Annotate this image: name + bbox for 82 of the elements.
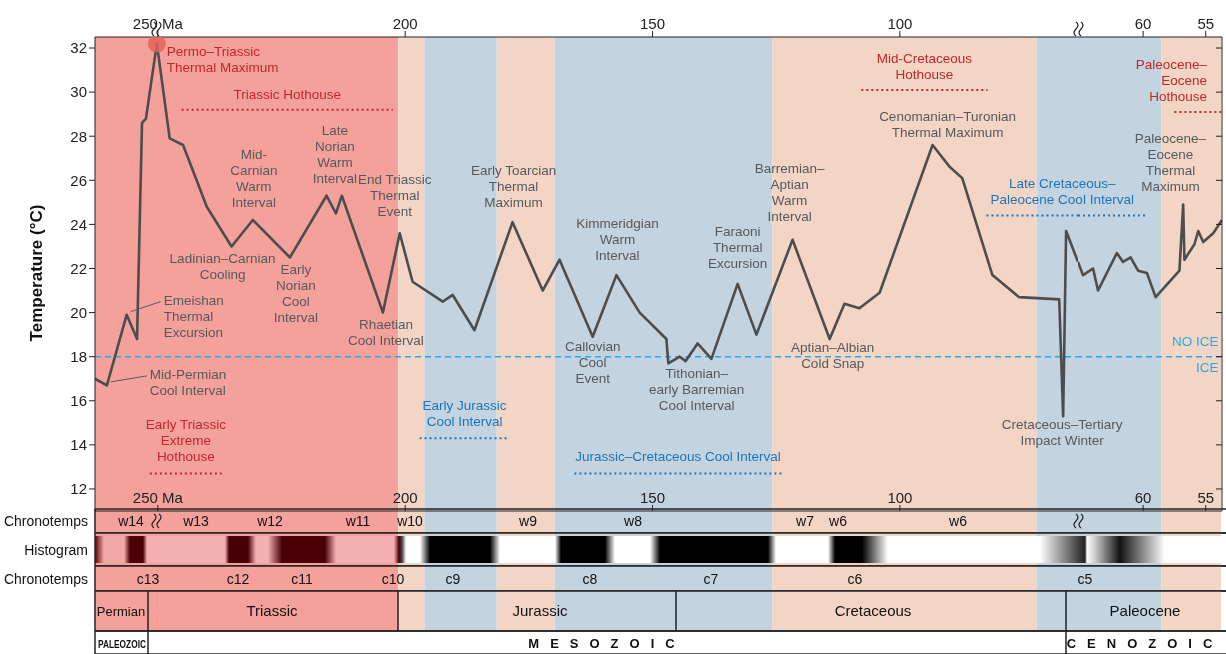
y-tick-label: 22 [70,259,87,277]
series-label: Triassic Hothouse [233,86,341,102]
y-axis-title: Temperature (°C) [27,204,46,342]
annotation: Cenomanian–Turonian Thermal Maximum [879,109,1016,141]
y-tick-label: 28 [70,127,87,145]
annotation: Mid-Permian Cool Interval [149,367,227,399]
text: w10 [396,513,424,529]
text: MESOZOIC [528,635,686,651]
annotation: Rhaetian Cool Interval [348,316,424,348]
x-tick-label: 150 [640,489,666,506]
y-tick-label: 32 [70,39,87,57]
text: c9 [445,570,461,587]
series-label: Early Triassic Extreme Hothouse [145,417,227,465]
y-tick-label: 12 [70,480,87,498]
x-tick-label: 250 Ma [132,489,184,506]
annotation: Tithonian– early Barremian Cool Interval [649,366,745,414]
x2-tick-label: 250 Ma [132,15,184,32]
annotation: Early Norian Cool Interval [273,262,319,326]
y-tick-label: 26 [70,171,87,189]
text: w7 [795,513,815,529]
x2-tick-label: 150 [640,15,666,32]
text: w13 [182,513,210,529]
text: w8 [623,513,643,529]
x-tick-label: 200 [392,489,418,506]
text: c10 [381,570,405,587]
x2-tick-label: 100 [887,15,913,32]
text: w11 [344,513,371,529]
text: c5 [1077,570,1093,587]
annotation: NO ICE [1172,333,1219,349]
annotation: Mid- Carnian Warm Interval [230,146,278,210]
text: Paleocene [1109,602,1181,619]
series-label: Mid-Cretaceous Hothouse [876,51,973,83]
annotation: Cretaceous–Tertiary Impact Winter [1001,417,1123,449]
text: c11 [291,570,313,587]
text: w6 [828,513,848,529]
series-label: Paleocene– Eocene Hothouse [1135,57,1208,105]
annotation: Kimmeridgian Warm Interval [576,215,659,263]
text: w9 [518,513,538,529]
annotation: Emeishan Thermal Excursion [163,293,224,341]
text: PALEOZOIC [98,638,156,650]
annotation: Early Toarcian Thermal Maximum [470,162,557,210]
text: Triassic [246,602,299,619]
y-tick-label: 24 [70,215,87,233]
annotation: Faraoni Thermal Excursion [707,224,768,272]
text: w6 [948,513,968,529]
annotation: ICE [1196,359,1219,375]
text: w12 [256,513,284,529]
x-tick-label: 60 [1134,489,1152,506]
text: c8 [582,570,598,587]
series-label: Early Jurassic Cool Interval [422,398,507,430]
annotation: Late Norian Warm Interval [312,123,358,187]
text: Chronotemps [3,513,88,529]
x2-tick-label: 55 [1197,15,1215,32]
annotation: Barremian– Aptian Warm Interval [754,161,825,225]
y-tick-label: 30 [70,83,87,101]
text: c12 [226,570,250,587]
text: Cretaceous [834,602,912,619]
annotation: End Triassic Thermal Event [357,171,432,219]
x2-tick-label: 200 [392,15,418,32]
annotation: Ladinian–Carnian Cooling [169,251,276,283]
series-label: Late Cretaceous– Paleocene Cool Interval [990,176,1134,208]
text: Chronotemps [3,570,88,587]
y-tick-label: 18 [70,348,87,365]
annotation: Paleocene– Eocene Thermal Maximum [1134,131,1207,195]
text: Permian [96,604,146,619]
y-tick-label: 20 [70,303,87,321]
text: c6 [847,570,863,587]
y-tick-label: 14 [70,436,87,454]
annotation: Permo–Triassic Thermal Maximum [166,44,279,76]
text: c13 [136,570,160,587]
series-label: Jurassic–Cretaceous Cool Interval [575,449,781,465]
x-tick-label: 55 [1197,489,1215,506]
annotation: Aptian–Albian Cold Snap [790,340,875,372]
x2-tick-label: 60 [1134,15,1152,32]
text: w14 [117,513,145,529]
text: c7 [703,570,719,587]
text: Jurassic [512,602,568,619]
y-tick-label: 16 [70,392,87,410]
text: Histogram [24,541,88,558]
x-tick-label: 100 [887,489,913,506]
text: CENOZOIC [1066,635,1224,651]
annotation: Callovian Cool Event [564,339,621,387]
